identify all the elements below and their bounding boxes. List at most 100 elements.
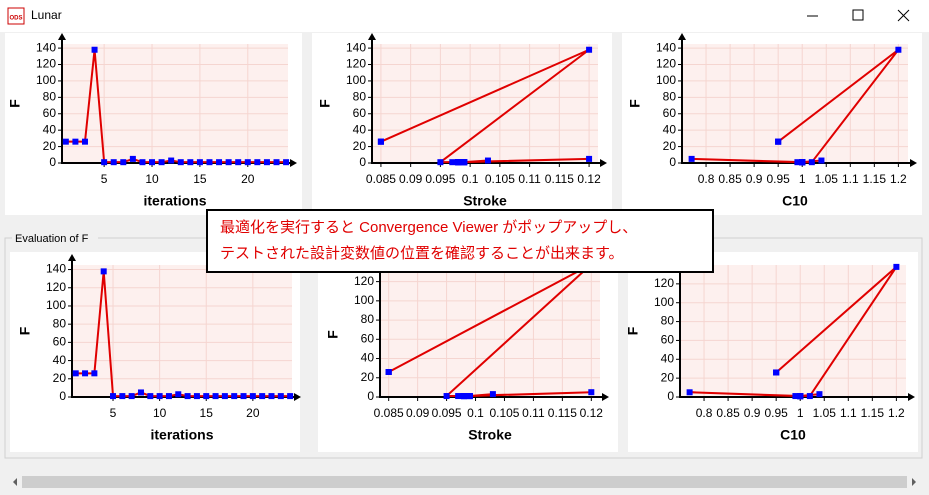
data-point [196, 159, 203, 166]
y-tick-label: 0 [367, 389, 374, 403]
x-tick-label: 0.095 [432, 406, 462, 420]
data-point [249, 393, 256, 400]
data-point [216, 159, 223, 166]
x-tick-label: 0.1 [462, 172, 479, 186]
y-tick-label: 100 [346, 73, 366, 87]
data-point [235, 159, 242, 166]
x-tick-label: 0.105 [485, 172, 515, 186]
x-tick-label: 0.085 [366, 172, 396, 186]
plot-area [380, 272, 600, 397]
y-tick-label: 140 [46, 262, 66, 276]
y-tick-label: 0 [359, 155, 366, 169]
data-point [139, 159, 146, 166]
y-tick-label: 20 [53, 371, 67, 385]
y-tick-label: 40 [43, 122, 57, 136]
y-tick-label: 120 [654, 276, 674, 290]
series [72, 268, 294, 400]
x-tick-label: 1.1 [840, 406, 857, 420]
y-tick-label: 80 [663, 90, 677, 104]
data-point [268, 393, 275, 400]
data-point [177, 159, 184, 166]
series [688, 46, 902, 166]
x-tick-label: 0.105 [489, 406, 519, 420]
x-tick-label: 0.11 [518, 172, 541, 186]
y-tick-label: 120 [346, 57, 366, 71]
x-tick-label: 15 [193, 172, 207, 186]
data-point [797, 393, 804, 400]
data-point [110, 159, 117, 166]
app-icon-text: ODS [9, 16, 22, 22]
data-point [466, 393, 473, 400]
data-point [221, 393, 228, 400]
y-axis-label: F [7, 99, 23, 108]
data-point [461, 159, 468, 166]
x-tick-label: 0.12 [577, 172, 601, 186]
y-axis-label: F [325, 330, 341, 339]
y-tick-label: 140 [346, 40, 366, 54]
group-title: Evaluation of F [15, 233, 89, 245]
y-tick-label: 80 [43, 90, 57, 104]
data-point [283, 159, 290, 166]
scrollbar-thumb[interactable] [22, 476, 907, 488]
x-axis-label: Stroke [468, 427, 512, 443]
y-tick-label: 80 [53, 316, 67, 330]
data-point [82, 370, 89, 377]
x-tick-label: 1.05 [813, 406, 837, 420]
close-button[interactable] [897, 9, 910, 22]
data-point [688, 155, 695, 162]
y-tick-label: 0 [49, 155, 56, 169]
data-point [806, 393, 813, 400]
y-tick-label: 40 [661, 351, 675, 365]
x-tick-label: 1.15 [861, 406, 885, 420]
y-tick-label: 60 [53, 335, 67, 349]
data-point [273, 159, 280, 166]
x-tick-label: 0.95 [766, 172, 790, 186]
y-tick-label: 120 [656, 57, 676, 71]
x-tick-label: 10 [153, 406, 167, 420]
y-tick-label: 40 [663, 122, 677, 136]
x-tick-label: 15 [200, 406, 214, 420]
y-tick-label: 0 [667, 389, 674, 403]
data-point [799, 159, 806, 166]
callout-box [206, 209, 714, 273]
x-tick-label: 1.15 [863, 172, 887, 186]
data-point [206, 159, 213, 166]
x-tick-label: 0.9 [744, 406, 761, 420]
callout-text: テストされた設計変数値の位置を確認することが出来ます。 [220, 245, 624, 262]
x-tick-label: 0.85 [718, 172, 742, 186]
y-tick-label: 80 [353, 90, 367, 104]
window-title: Lunar [31, 8, 62, 22]
y-tick-label: 80 [361, 312, 375, 326]
x-axis-label: Stroke [463, 193, 507, 209]
data-point [62, 138, 69, 145]
maximize-button[interactable] [852, 9, 864, 21]
data-point [449, 159, 456, 166]
data-point [484, 157, 491, 164]
data-point [808, 159, 815, 166]
group-title-bg [12, 230, 98, 246]
data-point [895, 46, 902, 53]
data-point [773, 369, 780, 376]
app-icon [7, 7, 25, 25]
y-axis-label: F [625, 326, 641, 335]
y-tick-label: 120 [354, 274, 374, 288]
data-point [91, 370, 98, 377]
data-point [158, 159, 165, 166]
x-tick-label: 0.95 [764, 406, 788, 420]
series [377, 46, 593, 166]
y-tick-label: 40 [353, 122, 367, 136]
x-tick-label: 0.8 [696, 406, 713, 420]
y-tick-label: 60 [361, 331, 375, 345]
x-tick-label: 0.12 [580, 406, 604, 420]
x-tick-label: 1.1 [842, 172, 859, 186]
y-tick-label: 20 [361, 370, 375, 384]
data-point [489, 391, 496, 398]
data-point [586, 155, 593, 162]
data-point [794, 159, 801, 166]
data-point [149, 159, 156, 166]
axes [379, 266, 604, 398]
data-point [120, 159, 127, 166]
data-point [91, 46, 98, 53]
y-tick-label: 100 [354, 293, 374, 307]
